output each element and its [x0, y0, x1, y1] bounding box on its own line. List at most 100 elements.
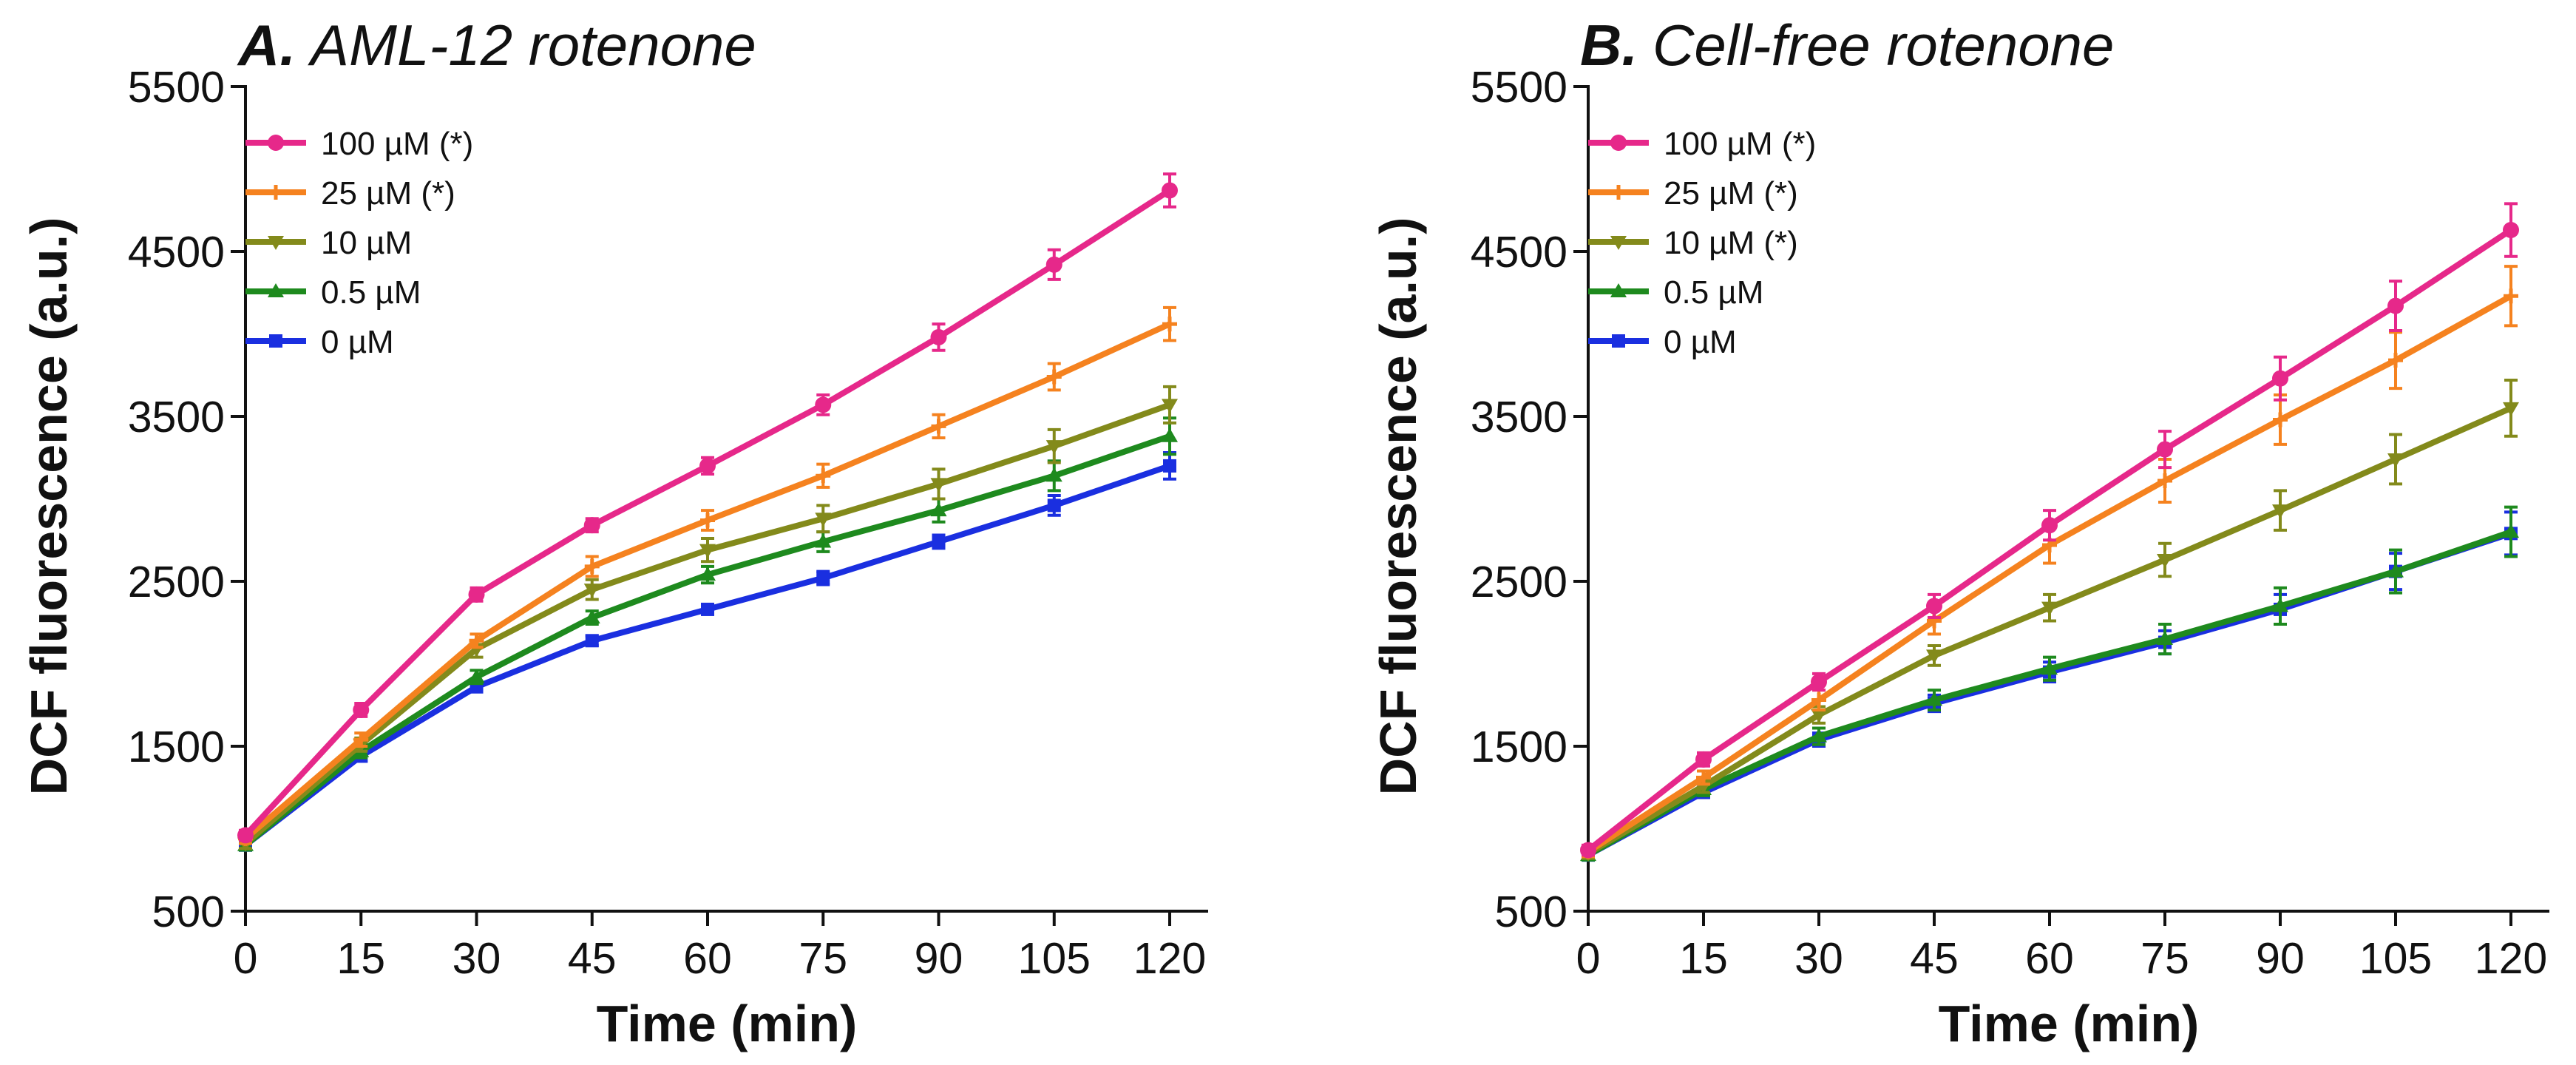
x-tick-label: 105 — [2359, 934, 2432, 983]
legend-label: 25 µM (*) — [1664, 175, 1798, 212]
data-point — [930, 478, 947, 493]
legend-marker — [268, 283, 284, 297]
data-point — [1047, 498, 1061, 513]
legend-item: 0 µM — [245, 324, 394, 360]
chart-title: B. Cell-free rotenone — [1580, 13, 2114, 78]
data-point — [815, 513, 832, 527]
x-tick-label: 30 — [1794, 934, 1843, 983]
series-1 — [237, 172, 1178, 844]
legend-label: 10 µM — [321, 225, 412, 261]
data-point — [1162, 317, 1177, 332]
legend-label: 0.5 µM — [321, 274, 421, 311]
x-tick-label: 90 — [915, 934, 963, 983]
data-point — [2504, 288, 2518, 304]
data-point — [1926, 598, 1942, 615]
y-tick-label: 2500 — [128, 558, 225, 606]
legend-marker — [268, 236, 284, 250]
y-tick-label: 5500 — [1471, 63, 1567, 112]
series-line — [1587, 530, 2512, 858]
data-point — [2272, 504, 2288, 519]
data-point — [1162, 399, 1178, 413]
legend-marker — [1611, 185, 1626, 200]
data-point — [930, 502, 947, 517]
y-tick-label: 4500 — [128, 228, 225, 277]
x-tick-label: 60 — [683, 934, 732, 983]
data-point — [2388, 353, 2403, 368]
x-tick-label: 45 — [1910, 934, 1959, 983]
x-tick-label: 0 — [234, 934, 258, 983]
data-point — [469, 633, 484, 649]
y-tick-label: 2500 — [1471, 558, 1567, 606]
data-point — [1045, 440, 1062, 455]
data-point — [237, 827, 254, 844]
data-point — [2503, 222, 2519, 239]
x-tick-label: 75 — [2141, 934, 2189, 983]
data-point — [1162, 427, 1178, 442]
y-axis-label: DCF fluorescence (a.u.) — [20, 217, 78, 796]
legend-label: 10 µM (*) — [1664, 225, 1798, 261]
data-point — [816, 468, 831, 484]
series-line — [1586, 405, 2512, 856]
data-point — [1580, 842, 1596, 859]
chart-title: A. AML-12 rotenone — [237, 13, 756, 78]
data-point — [931, 419, 946, 434]
data-point — [1162, 182, 1178, 199]
legend-marker — [1610, 283, 1627, 297]
legend-item: 10 µM (*) — [1588, 225, 1798, 261]
data-point — [1695, 751, 1712, 768]
data-point — [700, 513, 715, 528]
legend: 100 µM (*) 25 µM (*) 10 µM (*) 0.5 µM 0 µM — [1588, 126, 1816, 360]
legend-label: 25 µM (*) — [321, 175, 455, 212]
x-tick-label: 120 — [1133, 934, 1206, 983]
y-tick-label: 5500 — [128, 63, 225, 112]
x-tick-label: 105 — [1018, 934, 1091, 983]
legend-marker — [269, 334, 282, 348]
data-point — [1926, 649, 1942, 664]
data-point — [930, 328, 947, 345]
series-3 — [1580, 378, 2519, 862]
data-point — [1046, 369, 1062, 385]
series-line — [243, 433, 1171, 848]
data-point — [2272, 370, 2288, 387]
legend-item: 0.5 µM — [1588, 274, 1763, 311]
y-tick-label: 3500 — [128, 393, 225, 442]
data-point — [1811, 709, 1827, 723]
data-point — [699, 457, 716, 474]
y-tick-label: 500 — [152, 888, 225, 936]
legend-label: 100 µM (*) — [1664, 126, 1816, 162]
data-point — [699, 567, 716, 581]
legend-item: 25 µM (*) — [1588, 175, 1798, 212]
data-point — [1811, 728, 1827, 743]
panel-letter: A. — [237, 13, 296, 78]
data-point — [1696, 770, 1711, 785]
data-point — [1045, 467, 1062, 482]
panel-letter: B. — [1580, 13, 1638, 78]
data-point — [2273, 412, 2288, 427]
legend-label: 0.5 µM — [1664, 274, 1763, 311]
data-point — [468, 586, 485, 603]
data-point — [585, 634, 599, 648]
legend-label: 0 µM — [1664, 324, 1737, 360]
x-tick-label: 90 — [2256, 934, 2305, 983]
legend-item: 0.5 µM — [245, 274, 421, 311]
x-axis-label: Time (min) — [597, 995, 858, 1052]
data-point — [2272, 598, 2288, 612]
data-point — [584, 558, 600, 574]
data-point — [2387, 563, 2404, 578]
data-point — [353, 732, 369, 748]
data-point — [353, 701, 370, 718]
data-point — [583, 609, 600, 624]
y-tick-label: 1500 — [1471, 723, 1567, 771]
data-point — [932, 535, 946, 549]
y-tick-label: 500 — [1495, 888, 1567, 936]
panel-a: A. AML-12 rotenone 500 1500 2500 3500 4500 5500… — [20, 13, 1208, 1052]
legend-label: 0 µM — [321, 324, 394, 360]
legend-marker — [268, 135, 284, 151]
data-point — [2387, 453, 2404, 467]
data-point — [2387, 297, 2404, 314]
legend-item: 0 µM — [1588, 324, 1737, 360]
data-point — [1926, 692, 1942, 706]
x-tick-label: 120 — [2475, 934, 2547, 983]
series-2 — [1581, 265, 2518, 859]
data-point — [2157, 441, 2173, 458]
